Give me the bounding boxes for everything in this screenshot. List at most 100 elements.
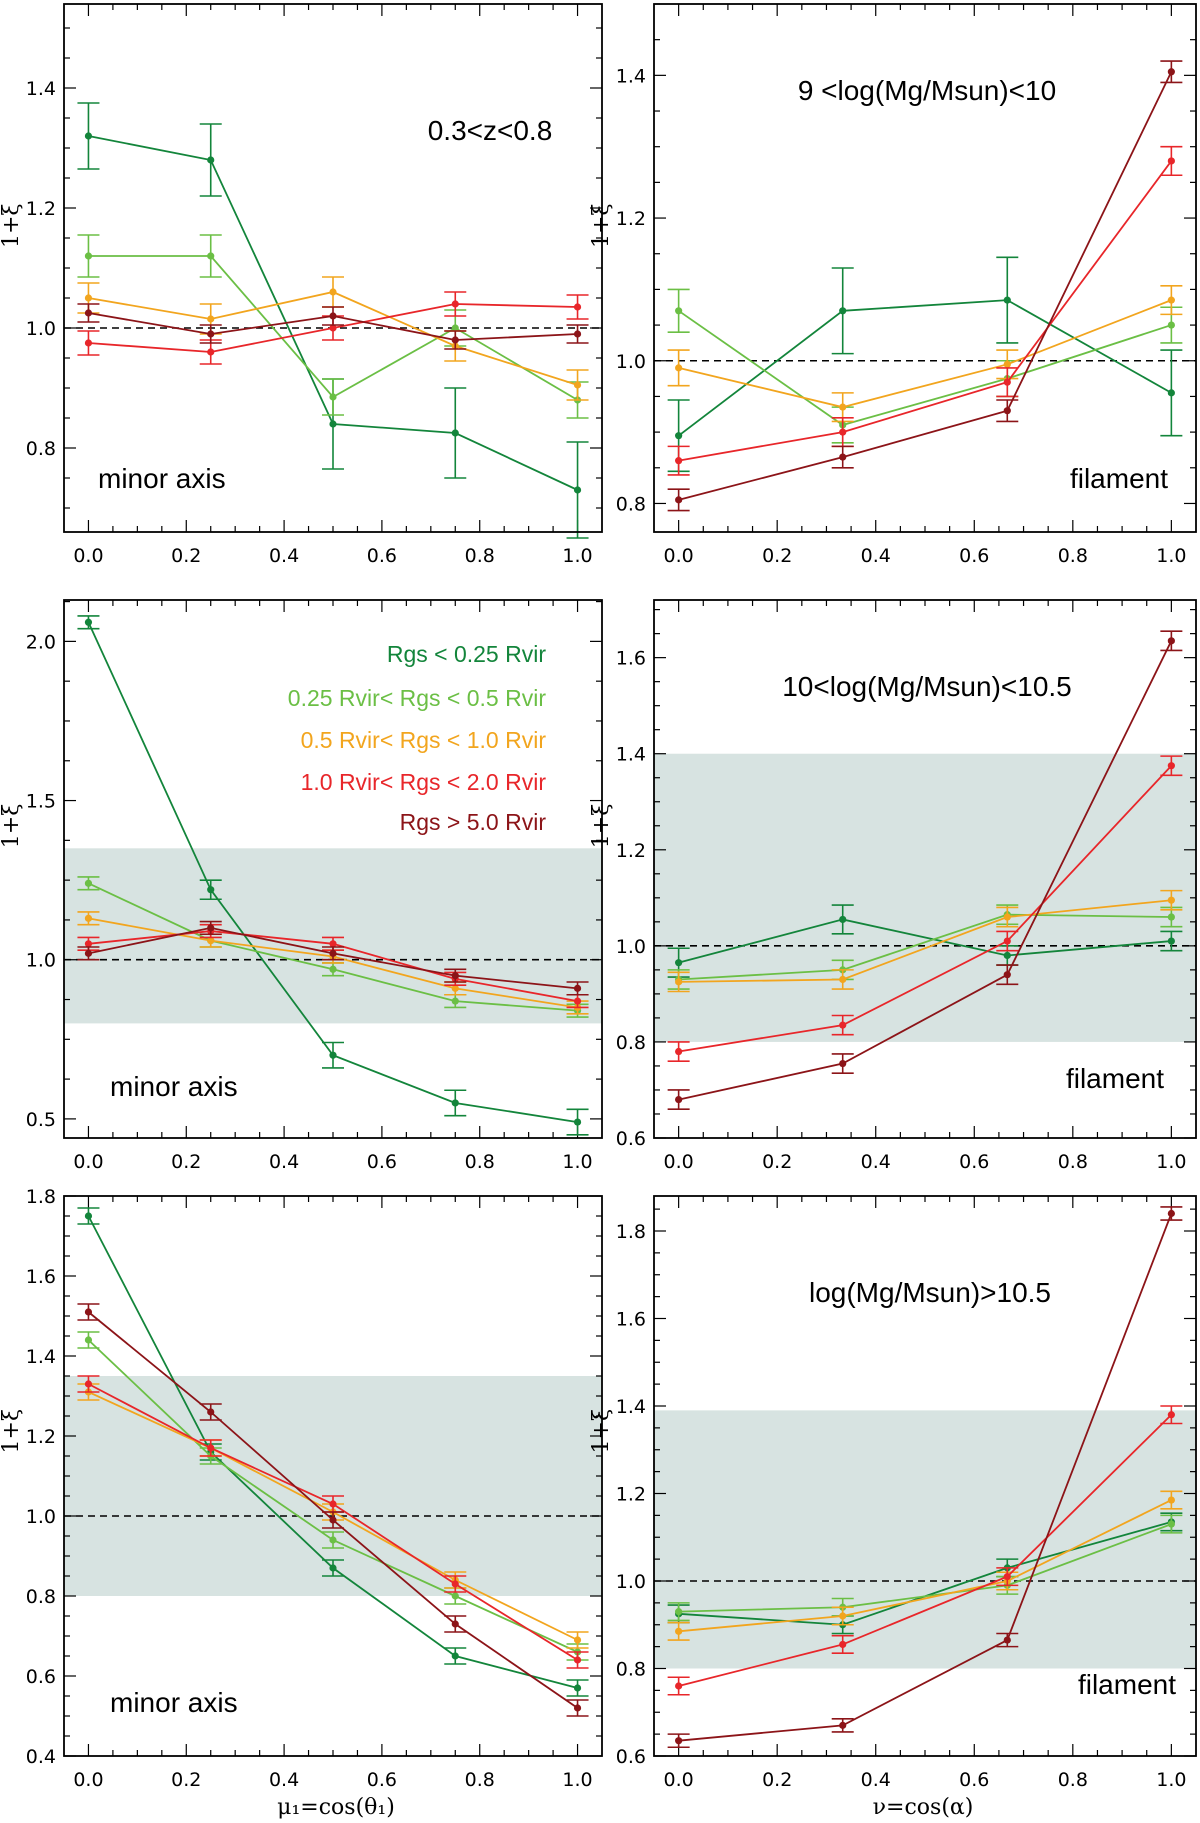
- data-point: [839, 975, 847, 984]
- data-point: [675, 978, 683, 986]
- data-point: [1167, 896, 1175, 904]
- legend-entry: Rgs < 0.25 Rvir: [387, 641, 546, 667]
- x-tick-label: 0.8: [465, 1769, 495, 1791]
- series-2: [667, 288, 1183, 444]
- panel-1: 0.0 0.2 0.4 0.6 0.8 1.0 0.8 1.0 1.2 1.4 1+ξ 0.3<z<0…: [0, 3, 603, 567]
- data-point: [84, 252, 93, 260]
- data-point: [451, 324, 459, 332]
- data-point: [573, 997, 582, 1005]
- panel-annotation: 10<log(Mg/Msun)<10.5: [782, 671, 1072, 702]
- data-point: [1167, 321, 1175, 329]
- panel-annotation: filament: [1070, 463, 1168, 494]
- data-point: [1167, 296, 1175, 304]
- shaded-band: [654, 1410, 1196, 1669]
- series-5: [667, 630, 1183, 1110]
- series-4: [667, 755, 1183, 1062]
- data-point: [451, 336, 459, 344]
- y-tick-label: 0.5: [26, 1109, 56, 1131]
- y-tick-label: 1.6: [616, 648, 646, 670]
- data-point: [451, 997, 459, 1005]
- x-tick-label: 0.0: [664, 1769, 694, 1791]
- data-point: [451, 1620, 459, 1628]
- legend-entry: 1.0 Rvir< Rgs < 2.0 Rvir: [301, 769, 547, 795]
- y-tick-label: 1.4: [26, 78, 56, 100]
- y-tick-label: 1.4: [616, 744, 646, 766]
- data-point: [207, 315, 215, 323]
- data-point: [84, 132, 93, 140]
- data-point: [839, 1021, 847, 1029]
- y-tick-label: 0.6: [26, 1666, 56, 1688]
- x-tick-label: 0.6: [367, 545, 397, 567]
- panel-annotation: log(Mg/Msun)>10.5: [809, 1277, 1051, 1308]
- series-1: [77, 615, 589, 1136]
- y-tick-label: 0.8: [26, 438, 56, 460]
- x-tick-label: 0.4: [861, 1151, 891, 1173]
- data-point: [1003, 937, 1011, 945]
- x-tick-label: 0.2: [762, 545, 792, 567]
- shaded-band: [654, 753, 1196, 1042]
- panel-2: 0.0 0.2 0.4 0.6 0.8 1.0 0.8 1.0 1.2 1.4 1+ξ 9 <log(…: [589, 3, 1197, 567]
- data-point: [1167, 913, 1175, 921]
- data-point: [451, 1580, 459, 1588]
- data-point: [839, 307, 847, 315]
- x-tick-label: 0.8: [1058, 545, 1088, 567]
- data-point: [84, 1308, 93, 1316]
- y-tick-label: 1.0: [616, 351, 646, 373]
- data-point: [329, 324, 337, 332]
- legend: Rgs < 0.25 Rvir 0.25 Rvir< Rgs < 0.5 Rvir…: [288, 641, 547, 835]
- series-line: [678, 640, 1173, 1101]
- plot-frame: [653, 599, 1197, 1139]
- y-tick-label: 1.2: [616, 1484, 646, 1506]
- data-point: [1003, 1573, 1011, 1581]
- panel-6: 0.0 0.2 0.4 0.6 0.8 1.0 0.6 0.8 1.0 1.2 1.4 1.6 1.8 1…: [589, 1195, 1197, 1791]
- data-point: [675, 496, 683, 504]
- data-point: [207, 924, 215, 932]
- series-1: [77, 1207, 589, 1697]
- x-tick-label: 0.2: [762, 1769, 792, 1791]
- x-tick-label: 0.6: [959, 1769, 989, 1791]
- data-point: [329, 1500, 337, 1508]
- data-point: [573, 1704, 582, 1712]
- data-point: [451, 1592, 459, 1600]
- data-point: [573, 1684, 582, 1692]
- x-tick-label: 0.0: [664, 545, 694, 567]
- y-axis-label: 1+ξ: [0, 1409, 24, 1454]
- y-tick-label: 0.4: [26, 1746, 56, 1768]
- x-tick-label: 1.0: [1156, 545, 1186, 567]
- y-tick-label: 0.8: [616, 1032, 646, 1054]
- plot-frame: [653, 3, 1197, 533]
- y-tick-label: 1.0: [26, 318, 56, 340]
- data-point: [675, 1682, 683, 1690]
- data-point: [675, 1737, 683, 1745]
- y-tick-label: 0.6: [616, 1746, 646, 1768]
- x-tick-label: 0.4: [861, 545, 891, 567]
- series-4: [77, 291, 589, 365]
- data-point: [573, 1118, 582, 1126]
- data-point: [207, 330, 215, 338]
- data-point: [451, 1652, 459, 1660]
- y-tick-label: 0.8: [26, 1586, 56, 1608]
- data-point: [675, 1047, 683, 1056]
- y-axis-label: 1+ξ: [589, 1409, 614, 1454]
- y-tick-label: 1.4: [26, 1346, 56, 1368]
- y-tick-label: 1.0: [616, 936, 646, 958]
- data-point: [839, 1059, 847, 1068]
- data-point: [1003, 407, 1011, 415]
- data-point: [84, 339, 93, 347]
- series-line: [678, 765, 1173, 1053]
- data-point: [675, 457, 683, 465]
- y-tick-label: 1.8: [26, 1186, 56, 1208]
- x-tick-label: 1.0: [562, 1151, 592, 1173]
- series-5: [667, 60, 1183, 512]
- x-tick-label: 0.0: [73, 1151, 103, 1173]
- series-5: [77, 1303, 589, 1717]
- data-point: [675, 959, 683, 967]
- data-point: [329, 1536, 337, 1544]
- data-point: [1167, 68, 1175, 76]
- data-point: [1003, 951, 1011, 960]
- data-point: [84, 294, 93, 302]
- x-tick-label: 0.4: [269, 545, 299, 567]
- series-line: [678, 913, 1172, 981]
- panel-annotation: filament: [1078, 1669, 1176, 1700]
- data-point: [329, 940, 337, 948]
